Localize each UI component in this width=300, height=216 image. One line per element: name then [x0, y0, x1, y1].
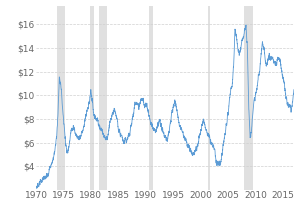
Bar [208, 6, 210, 190]
Bar [148, 6, 153, 190]
Bar [244, 6, 253, 190]
Bar [90, 6, 94, 190]
Bar [57, 6, 65, 190]
Bar [99, 6, 107, 190]
